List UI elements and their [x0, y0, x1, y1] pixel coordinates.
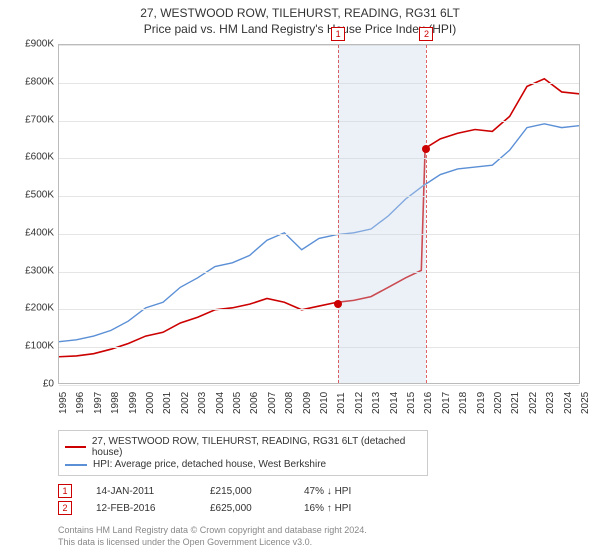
- legend-item: HPI: Average price, detached house, West…: [65, 459, 421, 470]
- x-tick-label: 2007: [267, 392, 278, 414]
- x-tick-label: 2014: [389, 392, 400, 414]
- chart-title: 27, WESTWOOD ROW, TILEHURST, READING, RG…: [10, 6, 590, 20]
- x-tick-label: 2012: [354, 392, 365, 414]
- event-marker-box: 1: [331, 27, 345, 41]
- data-point-dot: [334, 300, 342, 308]
- chart-lines: [59, 45, 579, 383]
- legend-swatch: [65, 464, 87, 466]
- x-tick-label: 2017: [441, 392, 452, 414]
- vline: [426, 45, 427, 383]
- x-tick-label: 2019: [476, 392, 487, 414]
- y-tick-label: £800K: [25, 76, 54, 87]
- legend-item: 27, WESTWOOD ROW, TILEHURST, READING, RG…: [65, 436, 421, 458]
- x-tick-label: 2022: [528, 392, 539, 414]
- chart-subtitle: Price paid vs. HM Land Registry's House …: [10, 22, 590, 36]
- event-date: 12-FEB-2016: [96, 503, 186, 514]
- x-tick-label: 1999: [128, 392, 139, 414]
- x-tick-label: 2013: [371, 392, 382, 414]
- event-marker: 1: [58, 484, 72, 498]
- y-axis: £0£100K£200K£300K£400K£500K£600K£700K£80…: [10, 44, 58, 384]
- y-tick-label: £900K: [25, 39, 54, 50]
- footer-line: Contains HM Land Registry data © Crown c…: [58, 525, 580, 537]
- x-axis: 1995 1996 1997 1998 1999 2000 2001 2002 2003 2004…: [58, 386, 580, 426]
- x-tick-label: 2011: [336, 392, 347, 414]
- event-row: 2 12-FEB-2016 £625,000 16% ↑ HPI: [58, 501, 580, 515]
- x-tick-label: 1996: [75, 392, 86, 414]
- chart-plot-area: 12: [58, 44, 580, 384]
- event-row: 1 14-JAN-2011 £215,000 47% ↓ HPI: [58, 484, 580, 498]
- y-tick-label: £0: [43, 379, 54, 390]
- x-tick-label: 1998: [110, 392, 121, 414]
- y-tick-label: £500K: [25, 190, 54, 201]
- event-delta: 16% ↑ HPI: [304, 503, 394, 514]
- legend-swatch: [65, 446, 86, 448]
- x-tick-label: 2015: [406, 392, 417, 414]
- legend-label: 27, WESTWOOD ROW, TILEHURST, READING, RG…: [92, 436, 421, 458]
- x-tick-label: 2018: [458, 392, 469, 414]
- event-date: 14-JAN-2011: [96, 486, 186, 497]
- y-tick-label: £200K: [25, 303, 54, 314]
- x-tick-label: 2025: [580, 392, 591, 414]
- y-tick-label: £400K: [25, 227, 54, 238]
- event-marker: 2: [58, 501, 72, 515]
- x-tick-label: 2016: [423, 392, 434, 414]
- event-price: £215,000: [210, 486, 280, 497]
- x-tick-label: 2021: [510, 392, 521, 414]
- x-tick-label: 2023: [545, 392, 556, 414]
- x-tick-label: 2010: [319, 392, 330, 414]
- x-tick-label: 2008: [284, 392, 295, 414]
- legend-label: HPI: Average price, detached house, West…: [93, 459, 326, 470]
- y-tick-label: £100K: [25, 341, 54, 352]
- x-tick-label: 2009: [302, 392, 313, 414]
- x-tick-label: 2024: [563, 392, 574, 414]
- x-tick-label: 2006: [249, 392, 260, 414]
- shaded-band: [338, 45, 426, 383]
- event-price: £625,000: [210, 503, 280, 514]
- event-marker-box: 2: [419, 27, 433, 41]
- event-delta: 47% ↓ HPI: [304, 486, 394, 497]
- chart-legend: 27, WESTWOOD ROW, TILEHURST, READING, RG…: [58, 430, 428, 476]
- footer-attribution: Contains HM Land Registry data © Crown c…: [58, 525, 580, 548]
- x-tick-label: 1995: [58, 392, 69, 414]
- x-tick-label: 2005: [232, 392, 243, 414]
- x-tick-label: 2002: [180, 392, 191, 414]
- data-point-dot: [422, 145, 430, 153]
- y-tick-label: £600K: [25, 152, 54, 163]
- x-tick-label: 1997: [93, 392, 104, 414]
- x-tick-label: 2020: [493, 392, 504, 414]
- x-tick-label: 2004: [215, 392, 226, 414]
- footer-line: This data is licensed under the Open Gov…: [58, 537, 580, 549]
- event-table: 1 14-JAN-2011 £215,000 47% ↓ HPI 2 12-FEB-201…: [58, 484, 580, 515]
- x-tick-label: 2000: [145, 392, 156, 414]
- y-tick-label: £700K: [25, 114, 54, 125]
- x-tick-label: 2001: [162, 392, 173, 414]
- vline: [338, 45, 339, 383]
- x-tick-label: 2003: [197, 392, 208, 414]
- y-tick-label: £300K: [25, 265, 54, 276]
